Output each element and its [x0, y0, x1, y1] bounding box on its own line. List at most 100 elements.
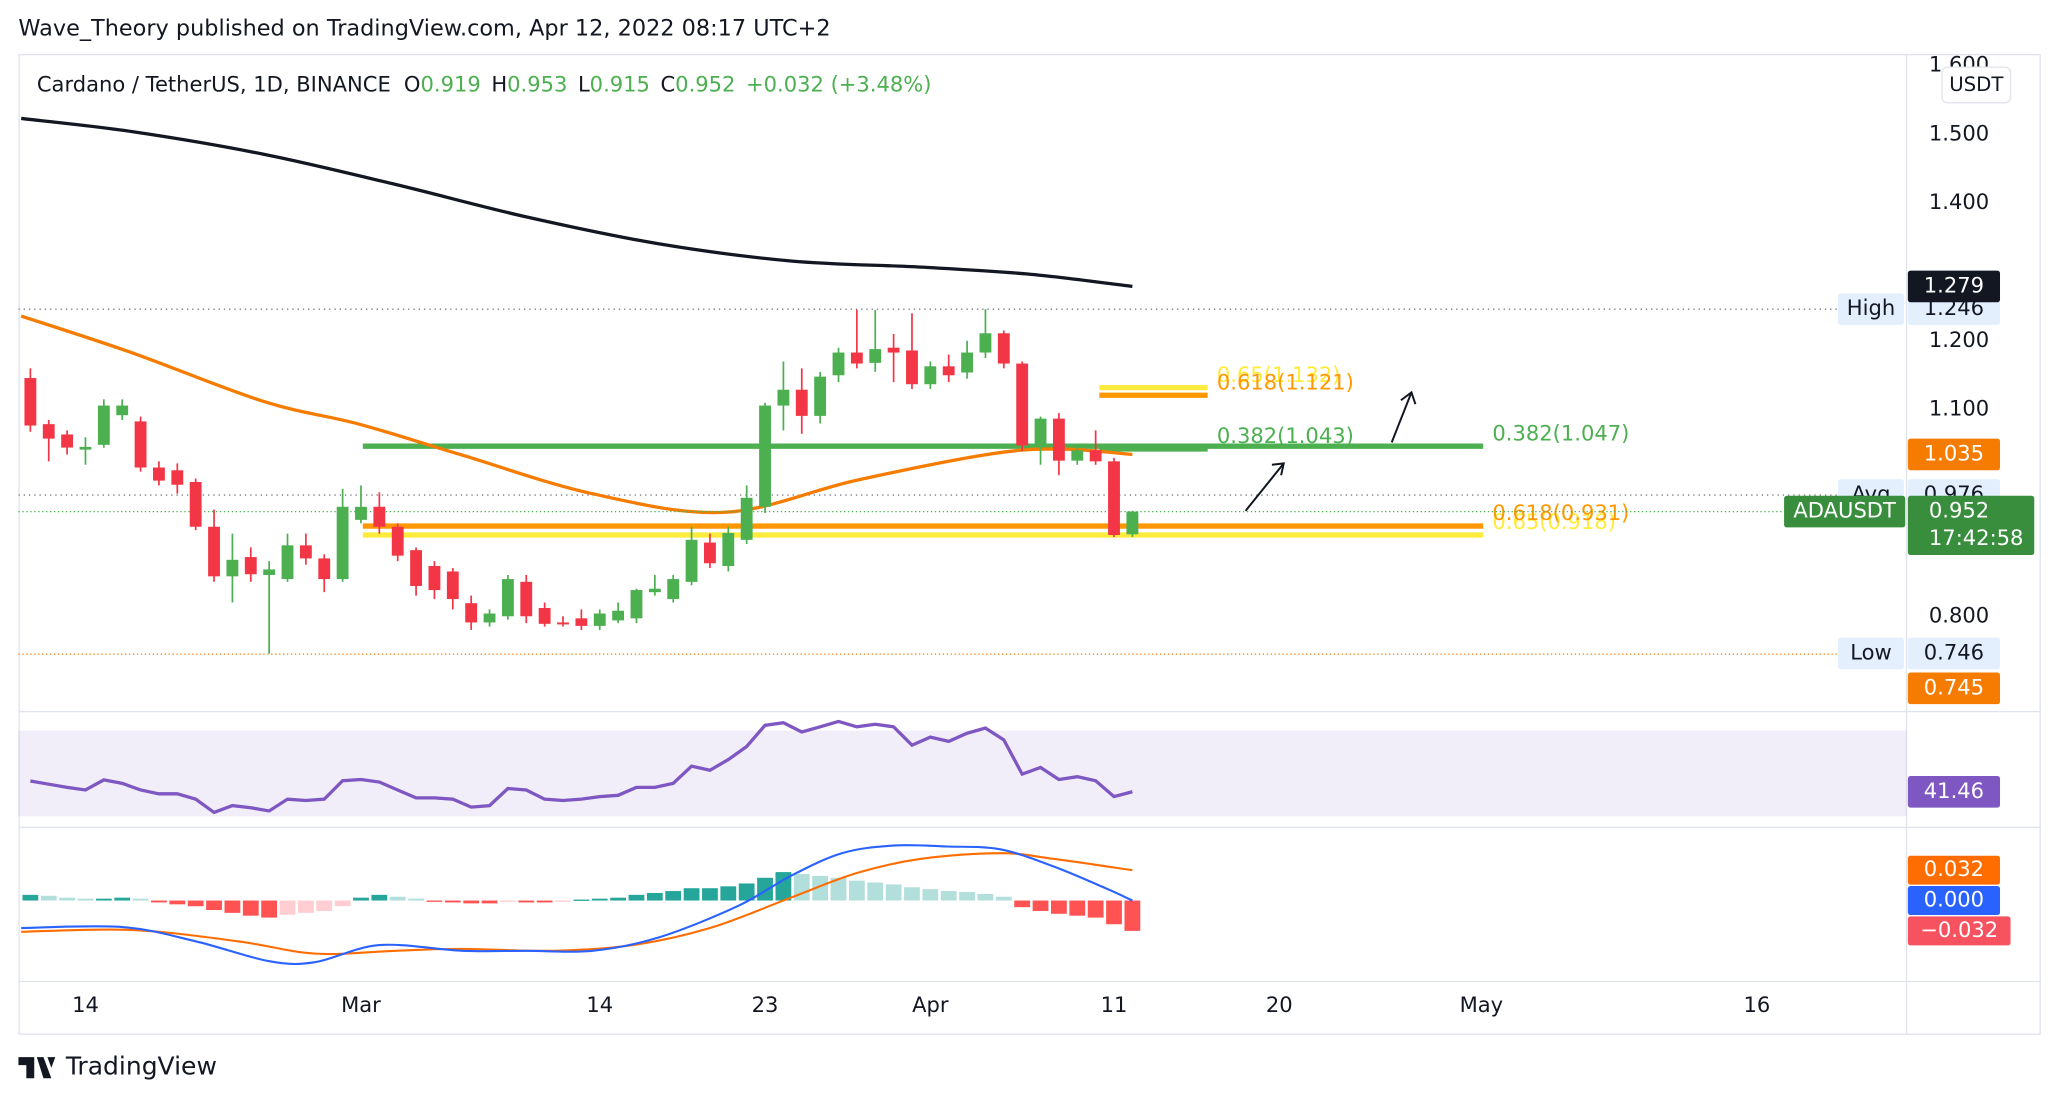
macd-histogram-bar	[1087, 900, 1104, 918]
macd-histogram-bar	[885, 884, 902, 901]
y-tick-label: 0.800	[1929, 602, 1989, 627]
macd-value-box	[1907, 886, 2001, 916]
macd-histogram-bar	[334, 900, 351, 907]
candle-body	[759, 405, 771, 507]
moving-average-value-box	[1907, 438, 2001, 471]
macd-histogram-bar	[95, 898, 112, 901]
macd-histogram-bar	[224, 900, 241, 913]
legend-text: 0.952	[675, 72, 735, 97]
candle-body	[391, 526, 404, 556]
macd-histogram-bar	[610, 897, 627, 901]
candle-body	[648, 588, 661, 593]
candle-body	[538, 607, 551, 624]
macd-histogram-bar	[353, 897, 369, 901]
candle-body	[795, 389, 808, 416]
macd-histogram-bar	[463, 900, 480, 904]
candle-body	[961, 352, 974, 373]
candle-body	[24, 378, 37, 426]
brand-logo[interactable]: TradingView	[18, 1052, 217, 1081]
candle-body	[1089, 450, 1102, 462]
macd-histogram-bar	[389, 896, 406, 901]
macd-histogram-bar	[59, 897, 76, 901]
candle-body	[906, 350, 918, 385]
currency-label[interactable]: USDT	[1949, 73, 2004, 96]
macd-histogram-bar	[591, 898, 608, 901]
brand-icon[interactable]	[18, 1057, 56, 1079]
macd-histogram-bar	[151, 900, 167, 903]
publisher-line: Wave_Theory published on TradingView.com…	[18, 15, 830, 41]
price-line-value-box	[1907, 672, 2001, 705]
macd-histogram-bar	[683, 888, 700, 901]
x-tick-label: 16	[1743, 992, 1770, 1017]
candle-body	[1034, 418, 1047, 446]
arrow	[1244, 462, 1286, 512]
candle-body	[1071, 450, 1084, 461]
macd-histogram-bar	[959, 892, 975, 901]
candle-body	[685, 539, 698, 582]
overlay-layer: Cardano / TetherUS, 1D, BINANCE O 0.919 H 0.…	[37, 51, 2035, 1017]
candle-body	[465, 603, 478, 623]
candle-body	[520, 581, 533, 617]
macd-histogram-bar	[977, 893, 994, 901]
macd-histogram-bar	[371, 894, 388, 901]
currency-button[interactable]: USDT	[1941, 66, 2012, 104]
currency-button-box[interactable]	[1941, 66, 2012, 104]
level-label-box	[1838, 637, 1904, 670]
rsi-band	[18, 730, 1907, 817]
y-tick-label: 1.100	[1929, 396, 1989, 421]
x-tick-label: 14	[72, 992, 99, 1017]
macd-histogram-bar	[426, 900, 443, 902]
candle-body	[1108, 461, 1120, 536]
macd-histogram-bar	[1014, 900, 1031, 908]
brand-name[interactable]: TradingView	[65, 1052, 217, 1081]
macd-histogram-bar	[720, 886, 737, 901]
macd-histogram-bar	[1124, 900, 1141, 931]
legend-text: L	[578, 72, 590, 97]
fib-label: 0.65(1.132)	[1217, 362, 1341, 387]
macd-histogram-bar	[187, 900, 204, 907]
candle-body	[446, 571, 459, 600]
moving-average	[20, 314, 1133, 515]
macd-histogram-bar	[848, 880, 865, 901]
x-tick-label: 11	[1101, 992, 1128, 1017]
macd-histogram-bar	[628, 894, 645, 901]
macd-histogram-bar	[536, 900, 553, 903]
moving-average-value: 1.279	[1924, 272, 1984, 297]
candle-body	[887, 347, 900, 353]
candle-body	[501, 579, 514, 617]
macd-histogram-bar	[995, 896, 1012, 901]
x-tick-label: Apr	[912, 992, 949, 1017]
legend-text: Cardano / TetherUS, 1D, BINANCE	[37, 72, 391, 97]
candle-body	[428, 565, 441, 591]
indicator-panes	[18, 719, 1907, 966]
candle-body	[483, 613, 496, 623]
fib-label: 0.382(1.047)	[1492, 420, 1629, 445]
fib-label: 0.618(1.121)	[1217, 369, 1354, 394]
level-label: High	[1847, 295, 1895, 320]
moving-average	[20, 116, 1133, 289]
candle-body	[134, 421, 147, 468]
macd-histogram-bar	[702, 888, 718, 901]
macd-histogram-bar	[242, 900, 259, 916]
candle-body	[61, 434, 74, 448]
y-tick-label: 1.500	[1929, 120, 1989, 145]
candle-body	[97, 405, 110, 445]
macd-histogram-bar	[114, 897, 131, 901]
candle-body	[410, 550, 422, 586]
macd-histogram-bar	[1069, 900, 1086, 916]
x-tick-label: 20	[1266, 992, 1293, 1017]
moving-average-value: 1.035	[1924, 440, 1984, 465]
bar-countdown: 17:42:58	[1929, 525, 2024, 550]
candle-body	[42, 424, 55, 439]
legend-text: 0.953	[507, 72, 567, 97]
macd-histogram-bar	[132, 898, 149, 901]
moving-average-value-box	[1907, 270, 2001, 303]
symbol-tag-box	[1784, 495, 1906, 528]
symbol-tag: ADAUSDT	[1793, 498, 1896, 523]
candle-body	[630, 590, 643, 619]
macd-histogram-bar	[775, 872, 792, 901]
candle-body	[942, 366, 955, 376]
candle-body	[263, 569, 276, 575]
